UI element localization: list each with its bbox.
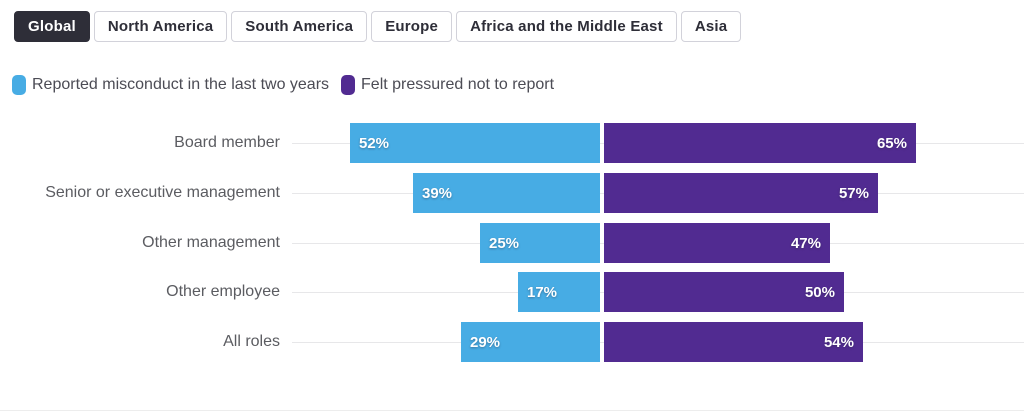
- bar-felt-pressured-other-management: 47%: [604, 223, 830, 263]
- legend-item-felt-pressured[interactable]: Felt pressured not to report: [341, 75, 554, 95]
- bar-value-label: 39%: [422, 184, 453, 202]
- tab-global[interactable]: Global: [14, 11, 90, 42]
- category-label-board-member: Board member: [174, 134, 280, 151]
- bar-felt-pressured-board-member: 65%: [604, 123, 916, 163]
- bar-value-label: 57%: [838, 184, 869, 202]
- category-label-other-management: Other management: [142, 234, 280, 251]
- legend-swatch-icon: [341, 75, 356, 95]
- bar-felt-pressured-senior-or-executive-management: 57%: [604, 173, 878, 213]
- tab-north-america[interactable]: North America: [93, 11, 228, 42]
- legend-label: Felt pressured not to report: [361, 76, 555, 93]
- bar-value-label: 25%: [489, 234, 520, 252]
- tab-europe[interactable]: Europe: [371, 11, 453, 42]
- bar-felt-pressured-other-employee: 50%: [604, 272, 844, 312]
- category-label-senior-or-executive-management: Senior or executive management: [45, 184, 280, 201]
- bar-reported-misconduct-other-employee: 17%: [518, 272, 600, 312]
- bar-value-label: 50%: [804, 283, 835, 301]
- bar-value-label: 47%: [790, 234, 821, 252]
- legend-label: Reported misconduct in the last two year…: [32, 76, 330, 93]
- bottom-divider: [0, 410, 1024, 411]
- chart-legend: Reported misconduct in the last two year…: [12, 75, 554, 95]
- tab-africa-and-the-middle-east[interactable]: Africa and the Middle East: [456, 11, 677, 42]
- legend-item-reported-misconduct[interactable]: Reported misconduct in the last two year…: [12, 75, 329, 95]
- tab-asia[interactable]: Asia: [680, 11, 742, 42]
- legend-swatch-icon: [12, 75, 26, 95]
- category-label-all-roles: All roles: [223, 333, 280, 350]
- bar-value-label: 17%: [527, 283, 558, 301]
- region-tab-bar: Global North America South America Europe Af…: [14, 11, 742, 42]
- bar-reported-misconduct-board-member: 52%: [350, 123, 600, 163]
- bar-reported-misconduct-other-management: 25%: [480, 223, 600, 263]
- bar-reported-misconduct-all-roles: 29%: [461, 322, 600, 362]
- tab-south-america[interactable]: South America: [231, 11, 368, 42]
- bar-value-label: 52%: [359, 134, 390, 152]
- category-label-other-employee: Other employee: [166, 283, 280, 300]
- bar-value-label: 29%: [470, 333, 501, 351]
- bar-reported-misconduct-senior-or-executive-management: 39%: [413, 173, 600, 213]
- bar-value-label: 65%: [876, 134, 907, 152]
- bar-value-label: 54%: [823, 333, 854, 351]
- bar-felt-pressured-all-roles: 54%: [604, 322, 863, 362]
